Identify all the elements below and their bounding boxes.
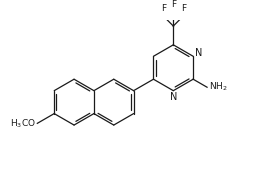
Text: N: N [195,48,203,58]
Text: H$_3$CO: H$_3$CO [10,117,36,130]
Text: F: F [161,4,166,13]
Text: F: F [171,0,176,9]
Text: NH$_2$: NH$_2$ [209,81,227,94]
Text: F: F [181,4,186,13]
Text: N: N [170,92,177,102]
